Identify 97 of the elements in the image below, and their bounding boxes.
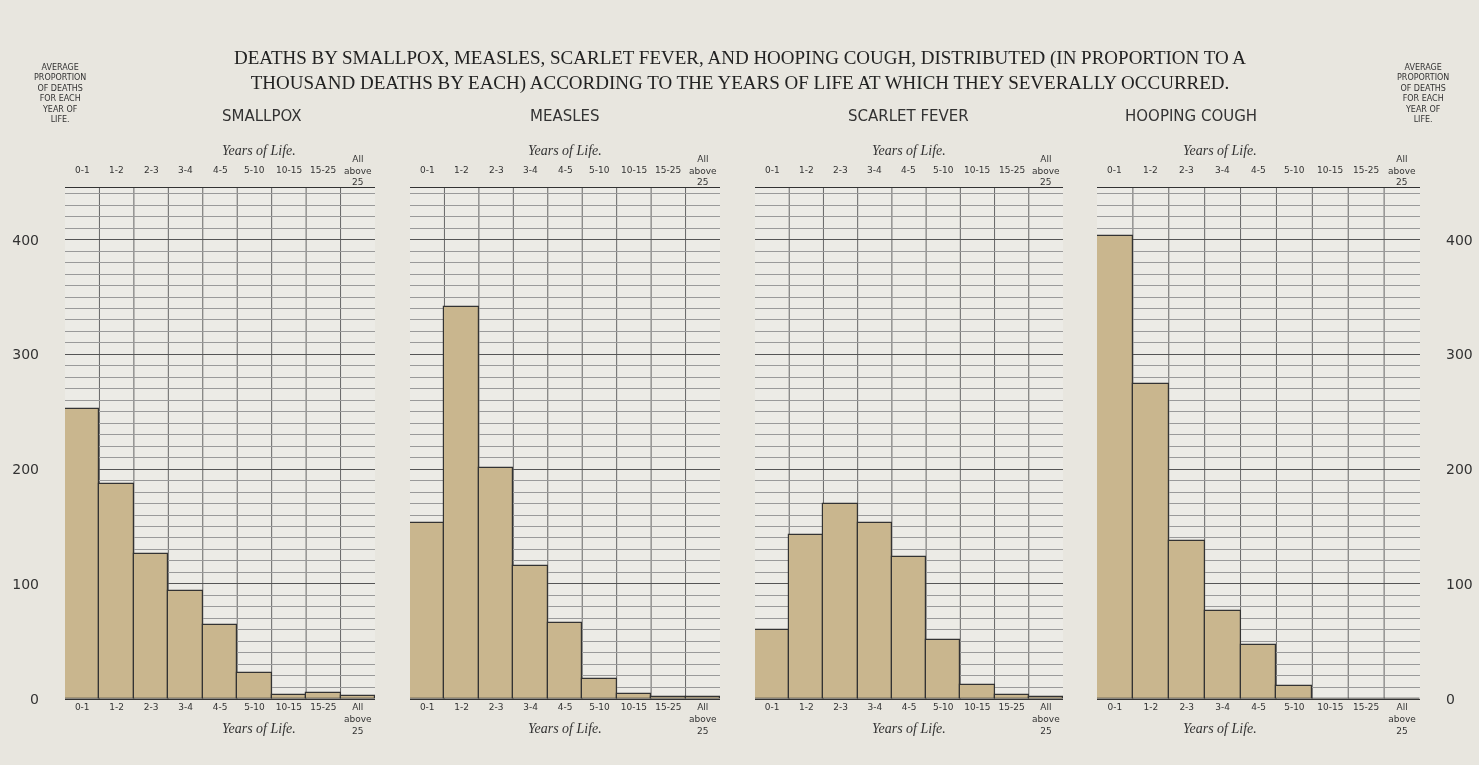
y-axis-title: AVERAGE PROPORTION OF DEATHS FOR EACH YEAR OF LIFE. — [1397, 63, 1450, 124]
category-label: 0-1 — [1107, 702, 1123, 713]
x-tick-label: 4-5 — [1251, 165, 1266, 175]
x-axis-title: Years of Life. — [528, 721, 602, 736]
x-axis-title: Years of Life. — [1183, 721, 1257, 736]
x2-axis-title: Years of Life. — [222, 143, 296, 158]
x-tick-label: 2-3 — [144, 165, 159, 175]
x-tick-label: 1-2 — [109, 165, 124, 175]
category-label: All above 25 — [1032, 702, 1060, 736]
x-tick-label: All above 25 — [1388, 154, 1417, 188]
x-tick-label: 2-3 — [489, 165, 504, 175]
category-label: 15-25 — [1353, 702, 1380, 713]
category-label: 1-2 — [1143, 702, 1159, 713]
category-label: 3-4 — [178, 702, 193, 713]
x-tick-label: All above 25 — [344, 154, 373, 188]
category-label: 10-15 — [275, 702, 302, 713]
y-tick-label: 300 — [1446, 346, 1473, 363]
category-label: 1-2 — [454, 702, 470, 713]
category-label: 3-4 — [523, 702, 538, 713]
category-label: All above 25 — [688, 702, 717, 736]
category-label: 5-10 — [1284, 702, 1305, 713]
x-tick-label: 1-2 — [799, 165, 814, 175]
category-label: 4-5 — [212, 702, 228, 713]
y-tick-label: 400 — [1446, 231, 1473, 248]
y-axis-title: AVERAGE PROPORTION OF DEATHS FOR EACH YEAR OF LIFE. — [34, 63, 87, 124]
x-tick-label: 1-2 — [454, 165, 469, 175]
category-label: 3-4 — [1215, 702, 1230, 713]
x-tick-label: 0-1 — [1107, 165, 1122, 175]
category-label: 2-3 — [833, 702, 848, 713]
y-tick-label: 100 — [1446, 575, 1473, 592]
category-label: 15-25 — [998, 702, 1025, 713]
y-tick-label: 300 — [12, 346, 39, 363]
x-tick-label: 5-10 — [933, 165, 954, 175]
x-tick-label: 0-1 — [765, 165, 780, 175]
x-tick-label: 1-2 — [1143, 165, 1158, 175]
y-tick-label: 400 — [12, 231, 39, 248]
x2-axis-title: Years of Life. — [1183, 143, 1257, 158]
x-tick-label: 5-10 — [244, 165, 265, 175]
chart-subtitle: SMALLPOX — [222, 107, 302, 125]
x-tick-label: 5-10 — [1284, 165, 1305, 175]
x-tick-label: 15-25 — [310, 165, 337, 175]
category-label: 1-2 — [109, 702, 125, 713]
y-tick-label: 200 — [12, 461, 39, 478]
category-label: 3-4 — [867, 702, 883, 713]
category-label: 4-5 — [901, 702, 917, 713]
category-label: 5-10 — [933, 702, 954, 713]
x-tick-label: 0-1 — [420, 165, 435, 175]
x-tick-label: 10-15 — [621, 165, 648, 175]
x-tick-label: 4-5 — [558, 165, 573, 175]
category-label: 4-5 — [1251, 702, 1266, 713]
x-tick-label: 10-15 — [964, 165, 991, 175]
x-tick-label: 2-3 — [1179, 165, 1194, 175]
x-tick-label: 15-25 — [655, 165, 682, 175]
y-tick-label: 0 — [30, 690, 39, 707]
x-tick-label: 5-10 — [589, 165, 610, 175]
category-label: 10-15 — [964, 702, 991, 713]
category-label: 5-10 — [589, 702, 610, 713]
x-tick-label: 3-4 — [523, 165, 538, 175]
category-label: 0-1 — [419, 702, 435, 713]
x-tick-label: All above 25 — [689, 154, 718, 188]
x2-axis-title: Years of Life. — [872, 143, 946, 158]
x-tick-label: 2-3 — [833, 165, 848, 175]
category-label: All above 25 — [1388, 702, 1416, 736]
y-tick-label: 200 — [1446, 461, 1473, 478]
x-tick-label: 10-15 — [1317, 165, 1344, 175]
x-tick-label: 4-5 — [213, 165, 228, 175]
y-tick-label: 100 — [12, 575, 39, 592]
x-tick-label: 0-1 — [75, 165, 90, 175]
text: DEATHS BY SMALLPOX, MEASLES, SCARLET FEVER, AND HOOPING COUGH, DISTRIBUTED (IN PROPORTION TO A THOUSAND DEATHS BY EACH) ACCORDING TO THE YEARS OF LIFE AT WHICH THEY SEVERALLY OCCURRED. — [234, 47, 1247, 94]
x-tick-label: All above 25 — [1032, 154, 1061, 188]
category-label: 10-15 — [620, 702, 647, 713]
x2-axis-title: Years of Life. — [528, 143, 602, 158]
category-label: 4-5 — [557, 702, 573, 713]
category-label: 2-3 — [488, 702, 504, 713]
category-label: 2-3 — [143, 702, 159, 713]
category-label: 15-25 — [310, 702, 337, 713]
y-tick-label: 0 — [1446, 690, 1455, 707]
chart-subtitle: HOOPING COUGH — [1125, 107, 1258, 125]
x-axis-title: Years of Life. — [222, 721, 296, 736]
x-axis-title: Years of Life. — [872, 721, 946, 736]
category-label: 0-1 — [764, 702, 780, 713]
x-tick-label: 3-4 — [867, 165, 882, 175]
x-tick-label: 3-4 — [178, 165, 193, 175]
category-label: 5-10 — [244, 702, 265, 713]
x-tick-label: 3-4 — [1215, 165, 1230, 175]
category-label: 2-3 — [1179, 702, 1195, 713]
category-label: All above 25 — [343, 702, 372, 736]
x-tick-label: 15-25 — [999, 165, 1026, 175]
category-label: 15-25 — [655, 702, 682, 713]
category-label: 10-15 — [1317, 702, 1344, 713]
x-tick-label: 15-25 — [1353, 165, 1380, 175]
x-tick-label: 10-15 — [276, 165, 303, 175]
x-tick-label: 4-5 — [901, 165, 916, 175]
category-label: 0-1 — [74, 702, 90, 713]
chart-subtitle: MEASLES — [530, 107, 600, 125]
category-label: 1-2 — [798, 702, 814, 713]
chart-subtitle: SCARLET FEVER — [848, 107, 969, 125]
